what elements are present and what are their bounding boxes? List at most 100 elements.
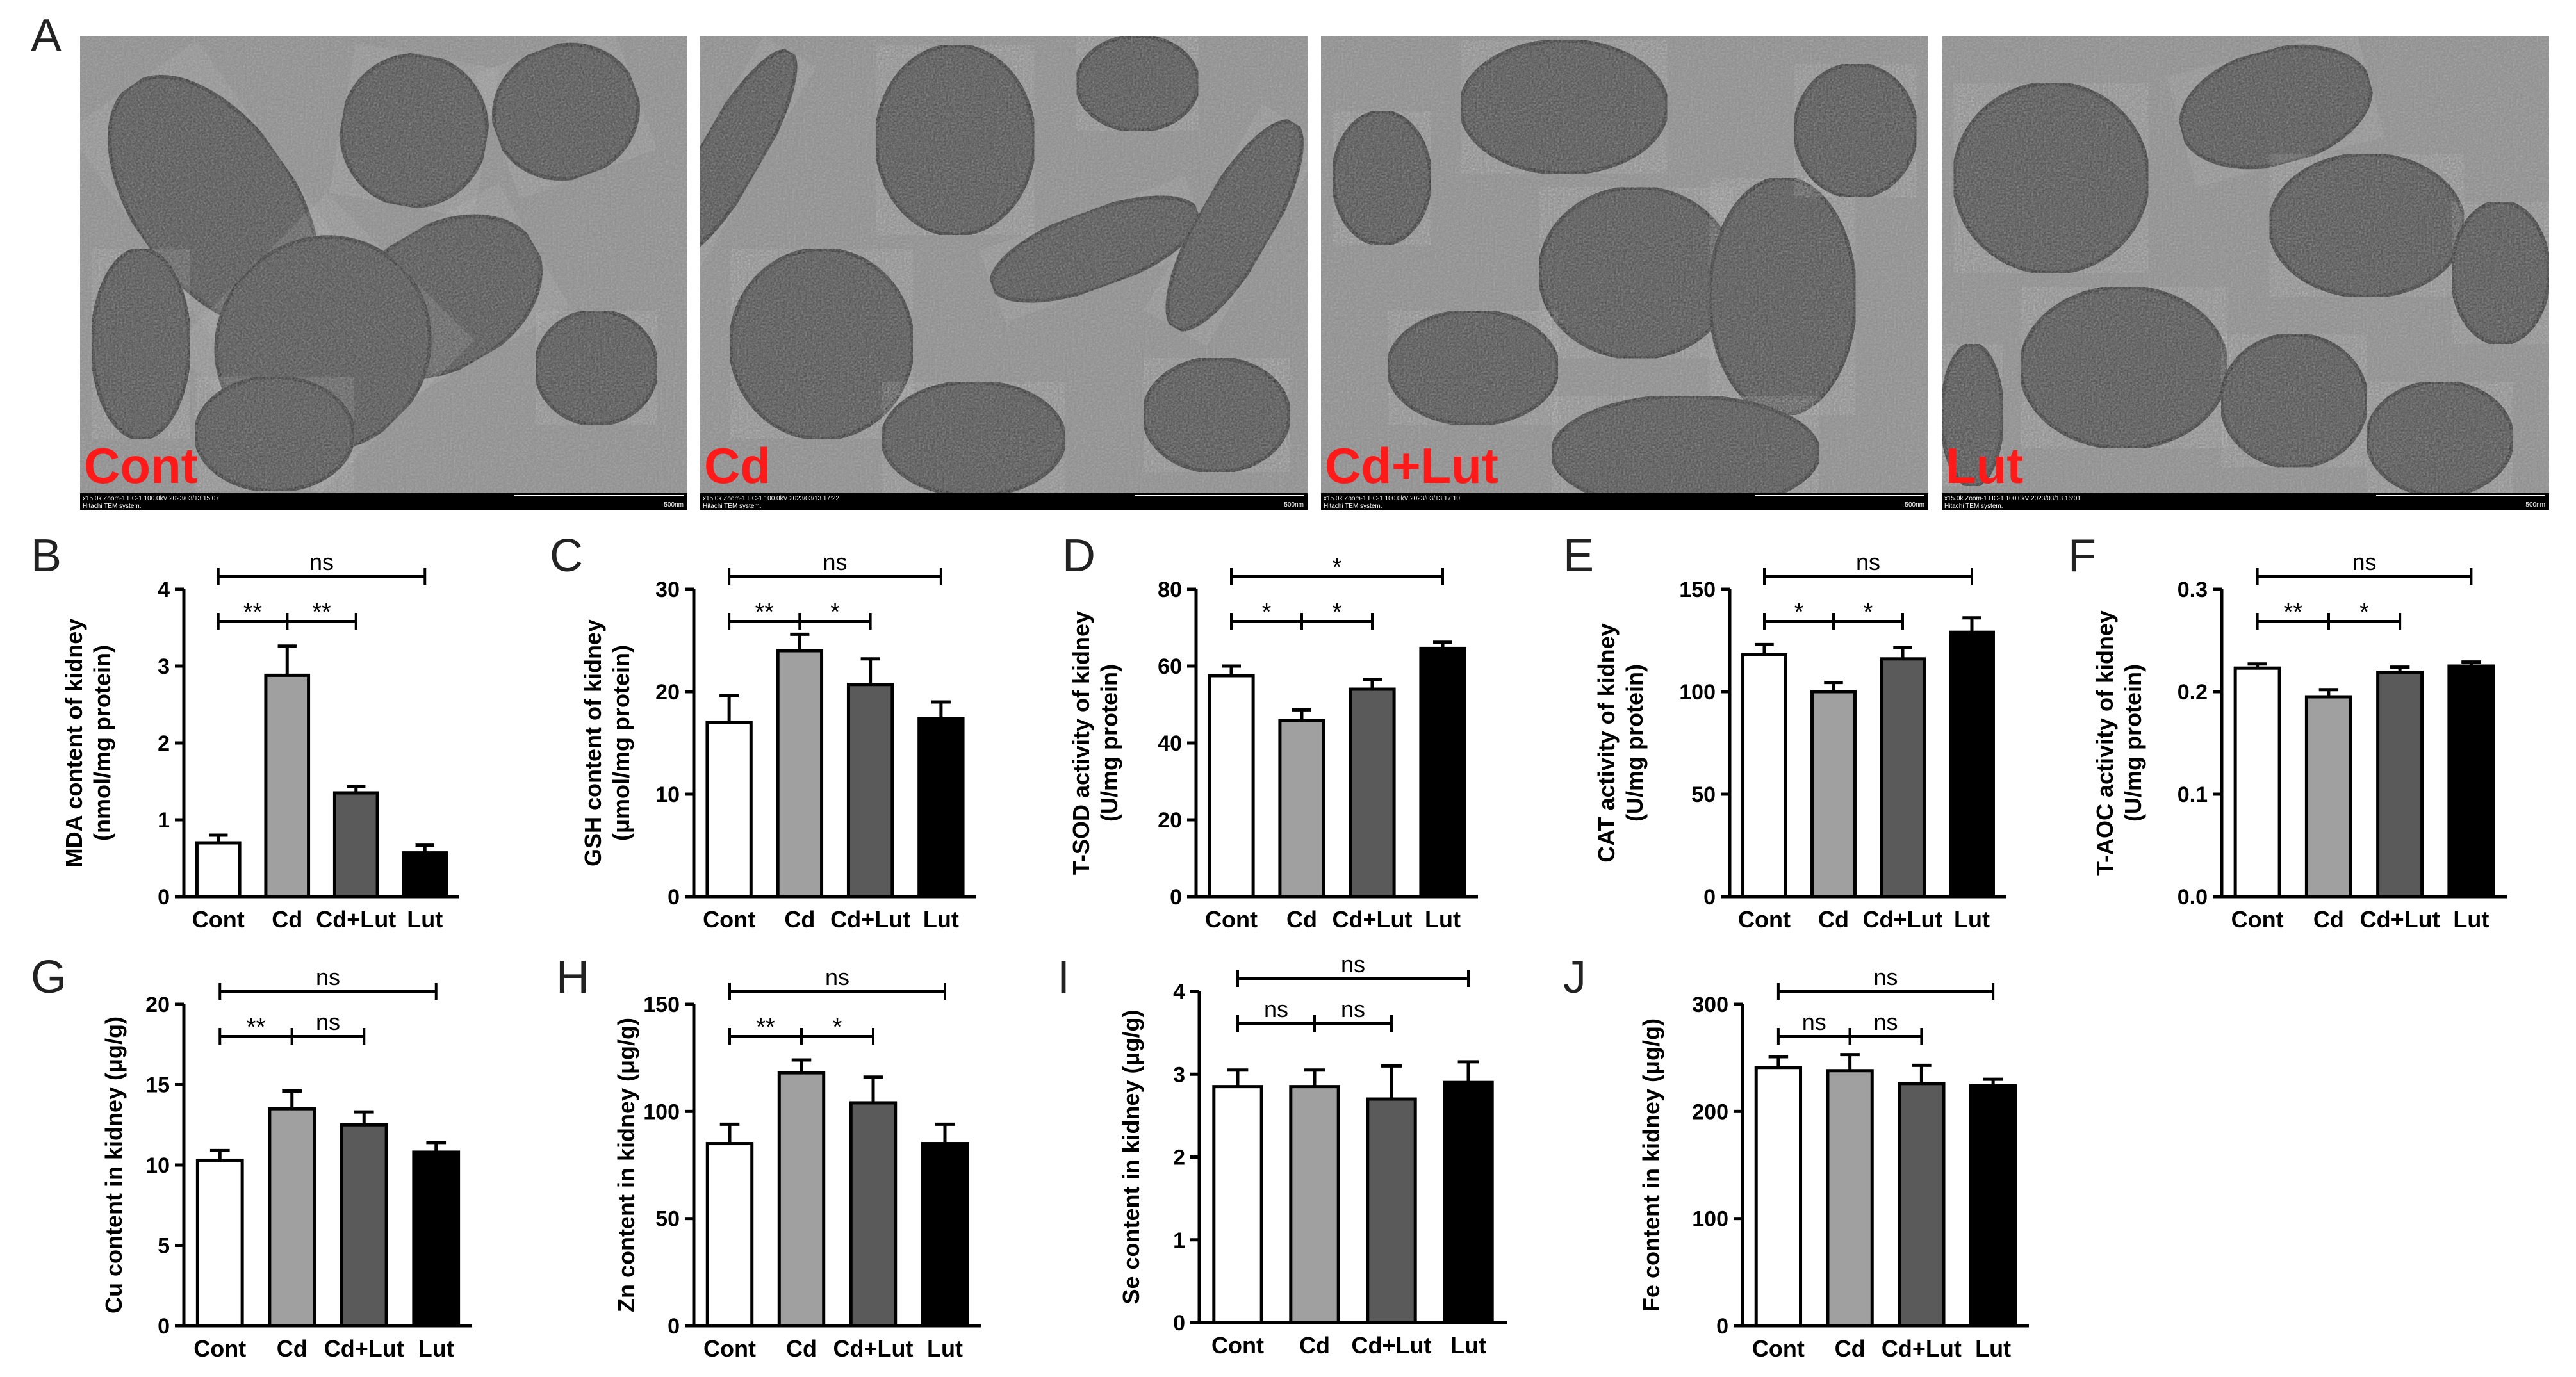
x-tick-label: Cd [277,1335,308,1362]
chart-panel-i: I 0 1 2 3 4 Se content in kidney (μg/g) Cont Cd C… [1057,951,1507,1358]
y-axis-label: (nmol/mg protein) [89,645,115,841]
chart-panel-d: D 0 20 40 60 80 T-SOD activity of kidney (U/mg … [1062,530,1478,933]
y-axis-label: T-AOC activity of kidney [2092,610,2118,876]
x-tick-label: Lut [1450,1332,1486,1358]
bar-cd-lut [332,791,379,899]
y-tick-label: 50 [655,1207,680,1232]
x-tick-label: Cd+Lut [1352,1332,1432,1358]
significance-label: ns [823,549,847,575]
bar-cont [195,1158,244,1328]
bar-cd [264,673,311,899]
panel-letter-b: B [31,530,62,582]
x-tick-label: Lut [1954,906,1990,933]
y-tick-label: 0 [158,1314,170,1339]
mitochondrion [880,380,1067,498]
y-tick-label: 0 [668,885,680,909]
y-tick-label: 20 [145,993,170,1017]
y-tick-label: 150 [1679,578,1716,602]
x-tick-label: Cont [703,906,755,933]
chart-panel-b: B 0 1 2 3 4 MDA content of kidney (nmol/mg prot… [31,530,459,933]
y-tick-label: 5 [158,1234,170,1259]
bar-cd-lut [1349,687,1396,899]
bar-cd-lut [846,683,894,899]
x-tick-label: Cont [193,1335,246,1362]
panel-letter-e: E [1563,530,1594,582]
y-tick-label: 0.3 [2178,578,2208,602]
significance-label: ns [1802,1009,1826,1035]
tem-info-text-2: Hitachi TEM system. [1944,503,2003,510]
y-tick-label: 0 [158,885,170,909]
significance-label: ns [1341,996,1365,1022]
y-tick-label: 10 [655,783,680,807]
y-tick-label: 3 [158,655,170,679]
tem-image-4: x15.0k Zoom-1 HC-1 100.0kV 2023/03/13 16… [1942,36,2549,510]
y-tick-label: 4 [1173,980,1185,1004]
x-tick-label: Cont [2231,906,2284,933]
mitochondrion [1165,119,1304,332]
y-axis-label: (μmol/mg protein) [608,645,634,841]
y-tick-label: 2 [158,731,170,756]
significance-label: ns [316,1009,340,1035]
significance-label: * [833,1014,842,1041]
significance-label: * [830,599,840,626]
y-tick-label: 100 [643,1100,680,1124]
y-tick-label: 60 [1158,655,1182,679]
bar-cd-lut [1898,1082,1946,1328]
x-tick-label: Cont [1205,906,1258,933]
significance-label: ns [316,964,340,990]
mitochondrion [1942,342,2005,488]
tem-group-label: Cd+Lut [1325,437,1498,494]
mitochondrion [1142,356,1292,474]
bar-lut [402,851,448,899]
bar-cd-lut [1880,657,1926,899]
mitochondrion [2365,380,2515,498]
x-tick-label: Cd+Lut [2360,906,2440,933]
bar-cont [1754,1066,1803,1328]
panel-letter-g: G [31,952,67,1003]
y-tick-label: 0 [1170,885,1182,909]
tem-group-label: Lut [1946,437,2023,494]
y-axis-label: T-SOD activity of kidney [1068,611,1094,875]
mitochondrion [534,309,659,427]
y-tick-label: 100 [1692,1207,1728,1232]
x-tick-label: Cd+Lut [830,906,910,933]
bar-cd [268,1107,316,1328]
y-tick-label: 0 [1173,1311,1185,1335]
bar-lut [1969,1084,2017,1328]
y-tick-label: 0 [668,1314,680,1339]
mitochondrion [728,247,915,441]
significance-label: ** [756,1014,775,1041]
bar-lut [412,1150,461,1328]
significance-label: ns [1873,1009,1898,1035]
tem-scale-text: 500nm [664,501,684,509]
y-tick-label: 50 [1691,783,1716,807]
y-tick-label: 0.2 [2178,680,2208,705]
tem-scale-text: 500nm [1905,501,1924,509]
y-tick-label: 1 [1173,1228,1185,1253]
tem-group-label: Cont [84,437,198,494]
significance-label: ns [309,549,334,575]
y-axis-label: Se content in kidney (μg/g) [1118,1009,1144,1304]
x-tick-label: Cd [2313,906,2344,933]
bar-cd [1826,1069,1874,1328]
y-tick-label: 80 [1158,578,1182,602]
y-tick-label: 150 [643,993,680,1017]
panel-letter-a: A [31,10,62,61]
panel-letter-c: C [550,530,583,582]
x-tick-label: Cd+Lut [316,906,396,933]
mitochondrion [90,247,192,441]
y-tick-label: 200 [1692,1100,1728,1124]
x-tick-label: Cont [1211,1332,1264,1358]
x-tick-label: Cd [1818,906,1849,933]
x-tick-label: Cd [784,906,815,933]
x-tick-label: Lut [927,1335,963,1362]
tem-image-3: x15.0k Zoom-1 HC-1 100.0kV 2023/03/13 17… [1321,36,1928,510]
bar-cd-lut [1366,1097,1417,1324]
significance-label: ** [755,599,774,626]
x-tick-label: Cont [1752,1335,1805,1362]
x-tick-label: Lut [1975,1335,2011,1362]
x-tick-label: Cd [1299,1332,1330,1358]
mitochondrion [1550,394,1821,510]
y-tick-label: 0.1 [2178,783,2208,807]
